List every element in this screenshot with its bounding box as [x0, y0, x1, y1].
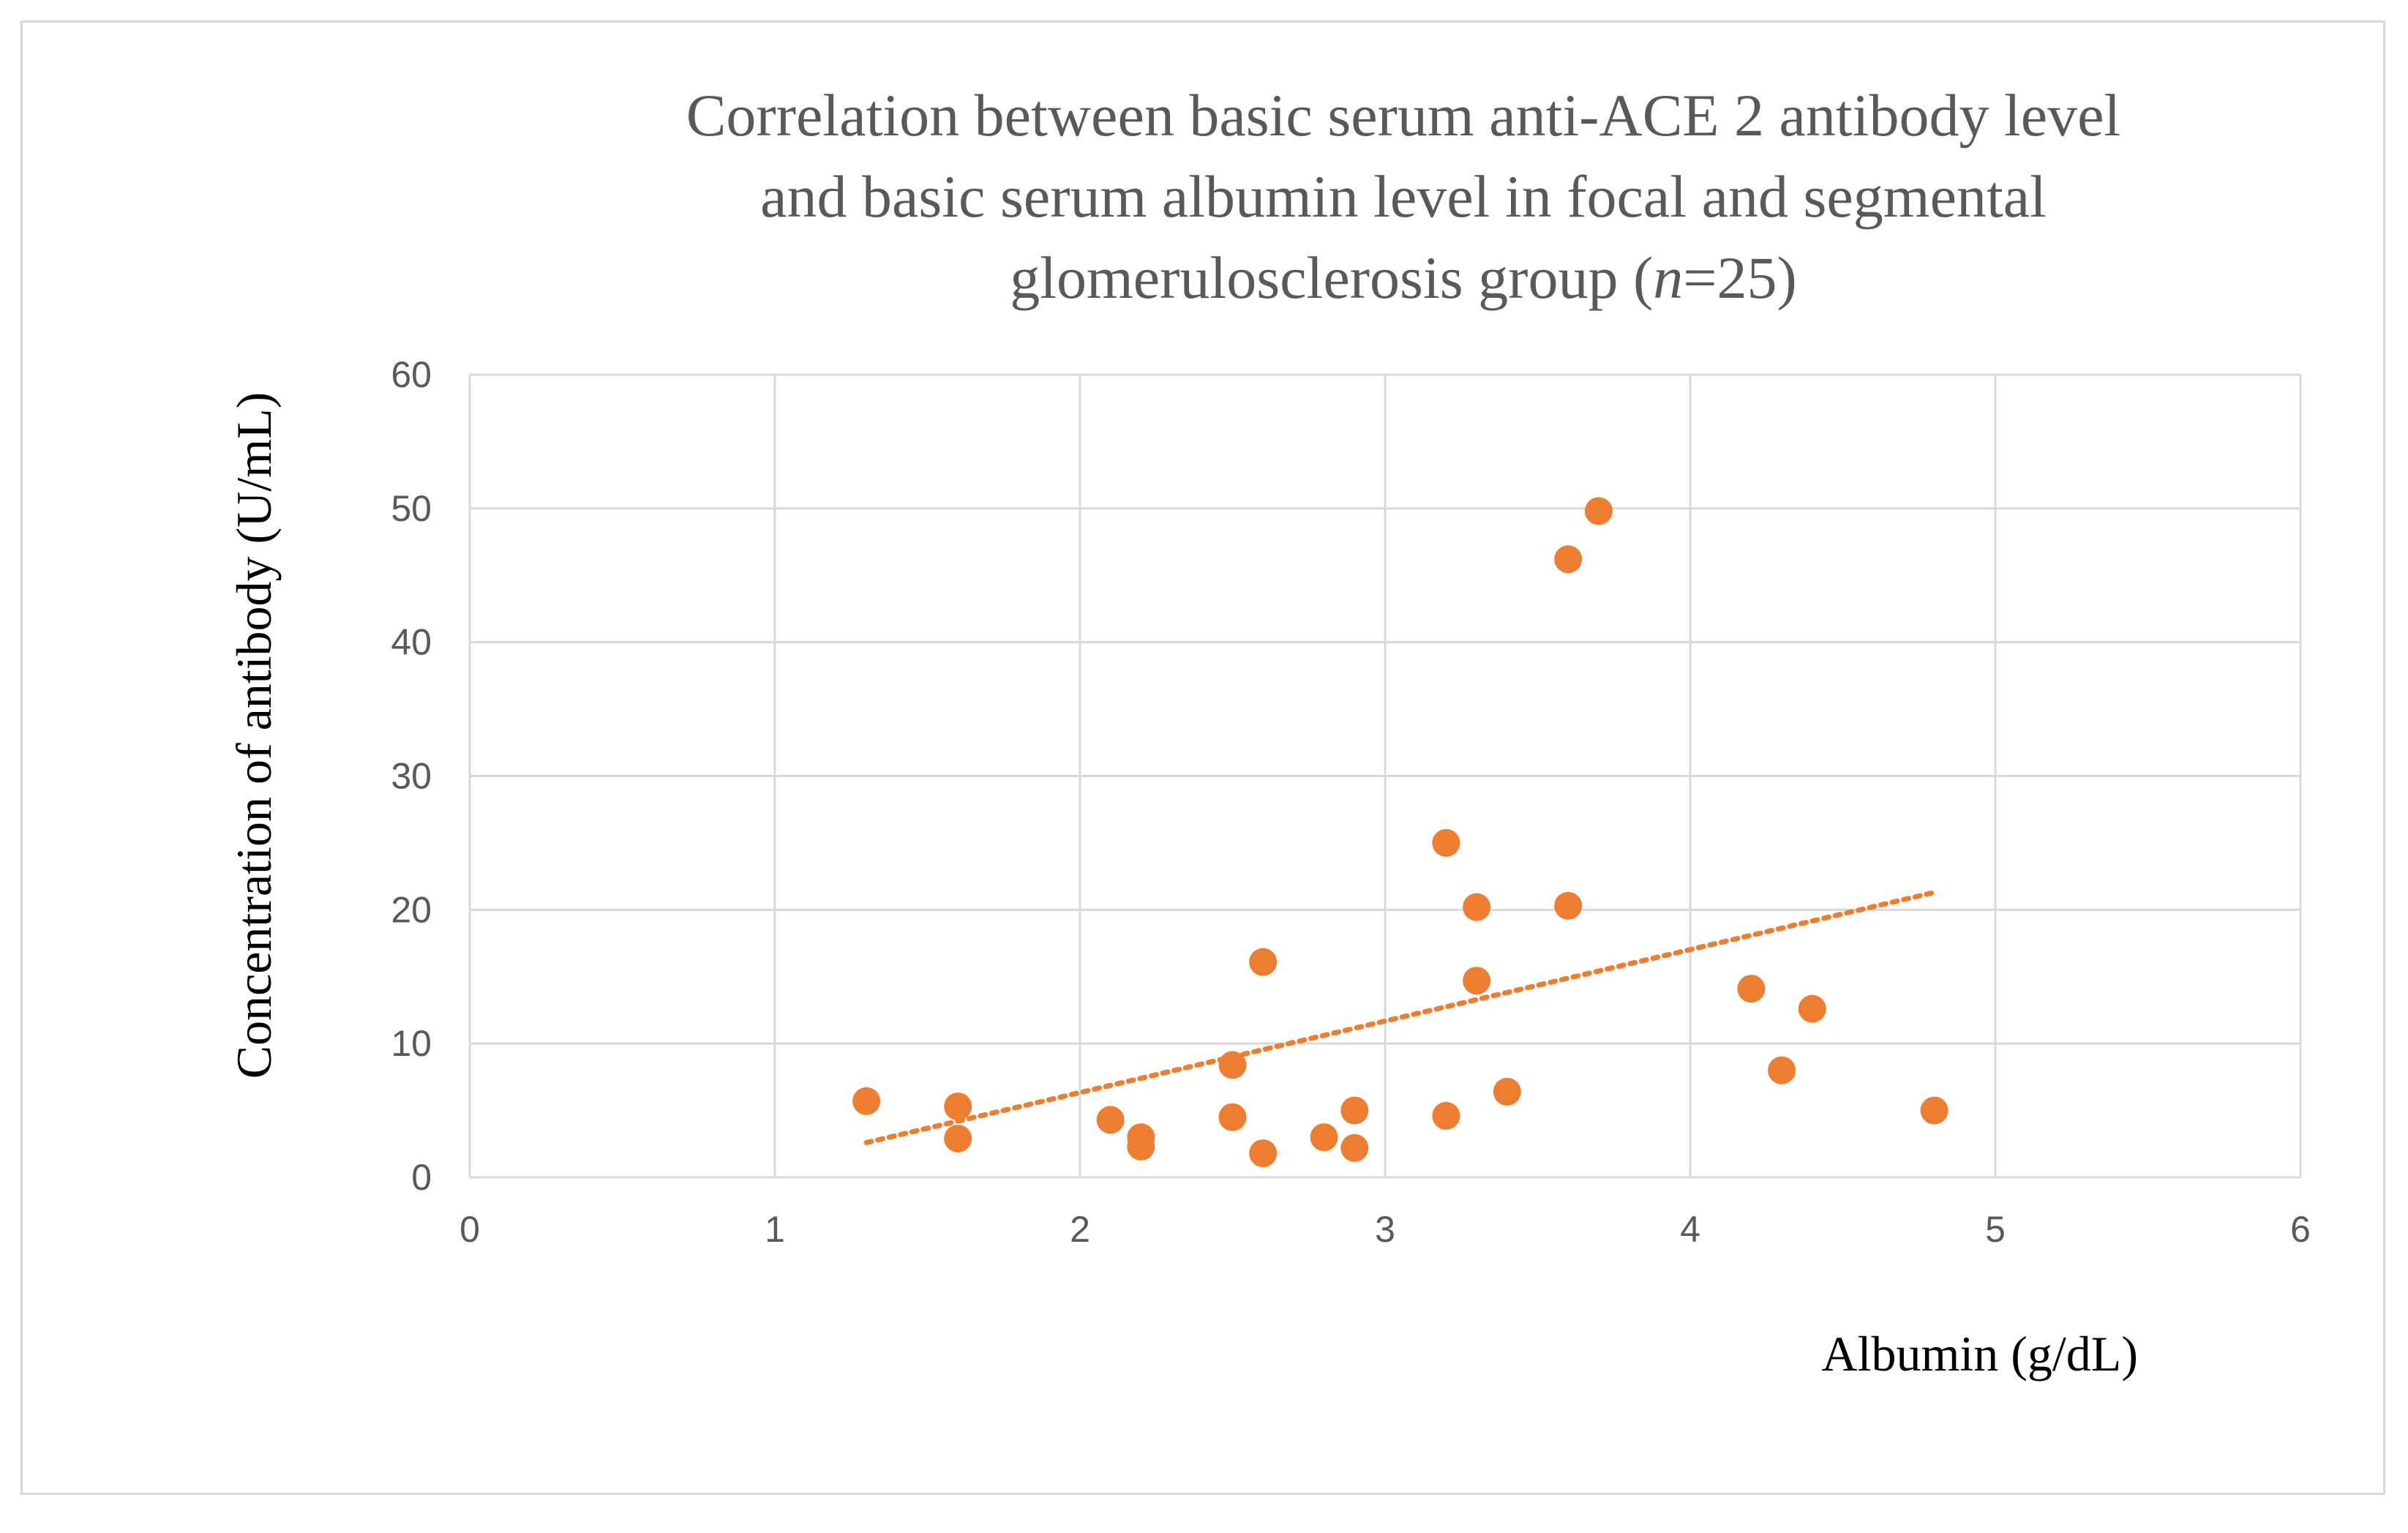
data-point — [1127, 1132, 1155, 1161]
data-point — [1432, 828, 1460, 857]
x-tick-label: 2 — [1070, 1209, 1090, 1250]
chart-title: Correlation between basic serum anti-ACE… — [686, 82, 2121, 311]
x-tick-label: 5 — [1985, 1209, 2006, 1250]
y-axis-title: Concentration of antibody (U/mL) — [226, 392, 282, 1079]
y-tick-label: 60 — [391, 354, 432, 395]
data-point — [944, 1124, 972, 1152]
data-point — [1432, 1101, 1460, 1130]
data-point — [1554, 545, 1583, 574]
y-tick-label: 30 — [391, 756, 432, 797]
chart-title-line-3-suffix: =25) — [1683, 244, 1797, 311]
gridlines — [468, 373, 2302, 1179]
data-point — [1340, 1096, 1369, 1125]
chart-title-line-3: glomerulosclerosis group (n=25) — [1010, 244, 1797, 311]
data-point — [944, 1092, 972, 1121]
y-tick-label: 20 — [391, 889, 432, 930]
data-point — [1493, 1077, 1521, 1106]
y-tick-labels: 0 10 20 30 40 50 60 — [391, 354, 432, 1198]
x-tick-label: 6 — [2290, 1209, 2311, 1250]
y-tick-label: 0 — [411, 1157, 432, 1198]
data-point — [1249, 948, 1278, 976]
chart-frame — [20, 20, 2385, 1495]
y-tick-label: 40 — [391, 622, 432, 663]
data-point — [1310, 1123, 1338, 1152]
data-point — [1737, 975, 1766, 1003]
trendline — [863, 890, 1938, 1145]
data-points — [852, 497, 1948, 1168]
data-point — [1798, 994, 1826, 1023]
y-tick-label: 10 — [391, 1023, 432, 1064]
data-point — [1768, 1056, 1796, 1084]
data-point — [1096, 1106, 1125, 1134]
x-tick-label: 1 — [765, 1209, 785, 1250]
data-point — [1463, 893, 1491, 921]
x-tick-label: 0 — [460, 1209, 480, 1250]
data-point — [852, 1087, 881, 1115]
data-point — [1218, 1051, 1247, 1079]
x-tick-label: 3 — [1375, 1209, 1395, 1250]
data-point — [1218, 1103, 1247, 1131]
chart-title-line-1: Correlation between basic serum anti-ACE… — [686, 82, 2121, 149]
trendline-group — [863, 890, 1938, 1145]
data-point — [1920, 1096, 1948, 1125]
x-axis-title: Albumin (g/dL) — [1821, 1326, 2138, 1382]
data-point — [1463, 967, 1491, 995]
chart-title-line-3-prefix: glomerulosclerosis group ( — [1010, 244, 1653, 311]
data-point — [1584, 497, 1613, 525]
data-point — [1249, 1139, 1278, 1168]
y-tick-label: 50 — [391, 488, 432, 529]
data-point — [1554, 891, 1583, 920]
x-tick-label: 4 — [1680, 1209, 1700, 1250]
x-tick-labels: 0 1 2 3 4 5 6 — [460, 1209, 2311, 1250]
chart-title-line-2: and basic serum albumin level in focal a… — [760, 163, 2047, 230]
data-point — [1340, 1133, 1369, 1162]
chart-title-italic-n: n — [1653, 244, 1683, 311]
